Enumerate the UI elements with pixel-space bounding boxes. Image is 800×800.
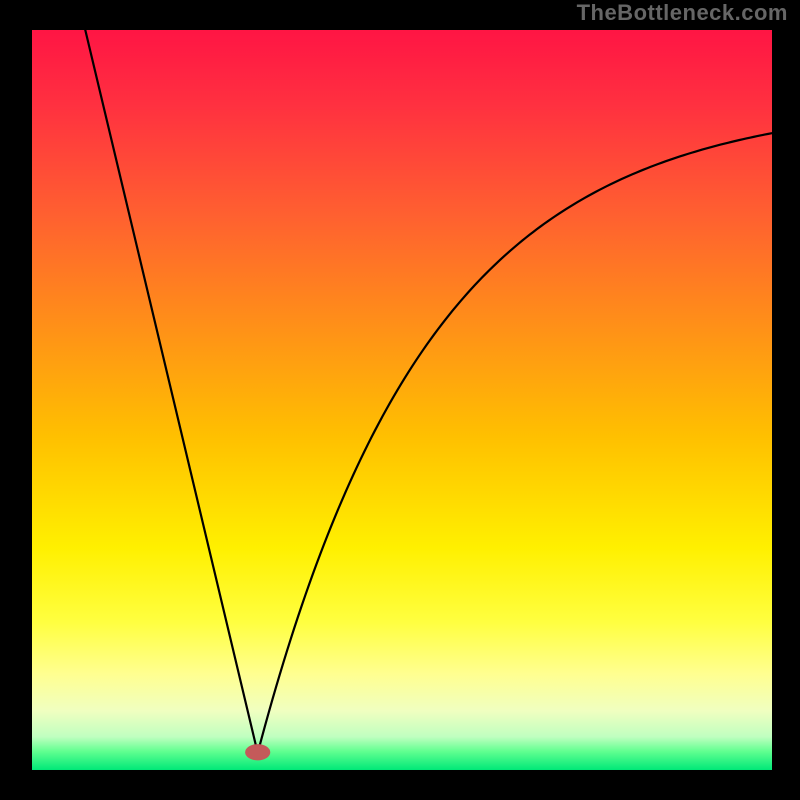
plot-background — [32, 30, 772, 770]
watermark-text: TheBottleneck.com — [577, 0, 788, 26]
chart-container: TheBottleneck.com — [0, 0, 800, 800]
plot-svg — [32, 30, 772, 770]
minimum-marker — [245, 744, 270, 760]
plot-area — [32, 30, 772, 770]
